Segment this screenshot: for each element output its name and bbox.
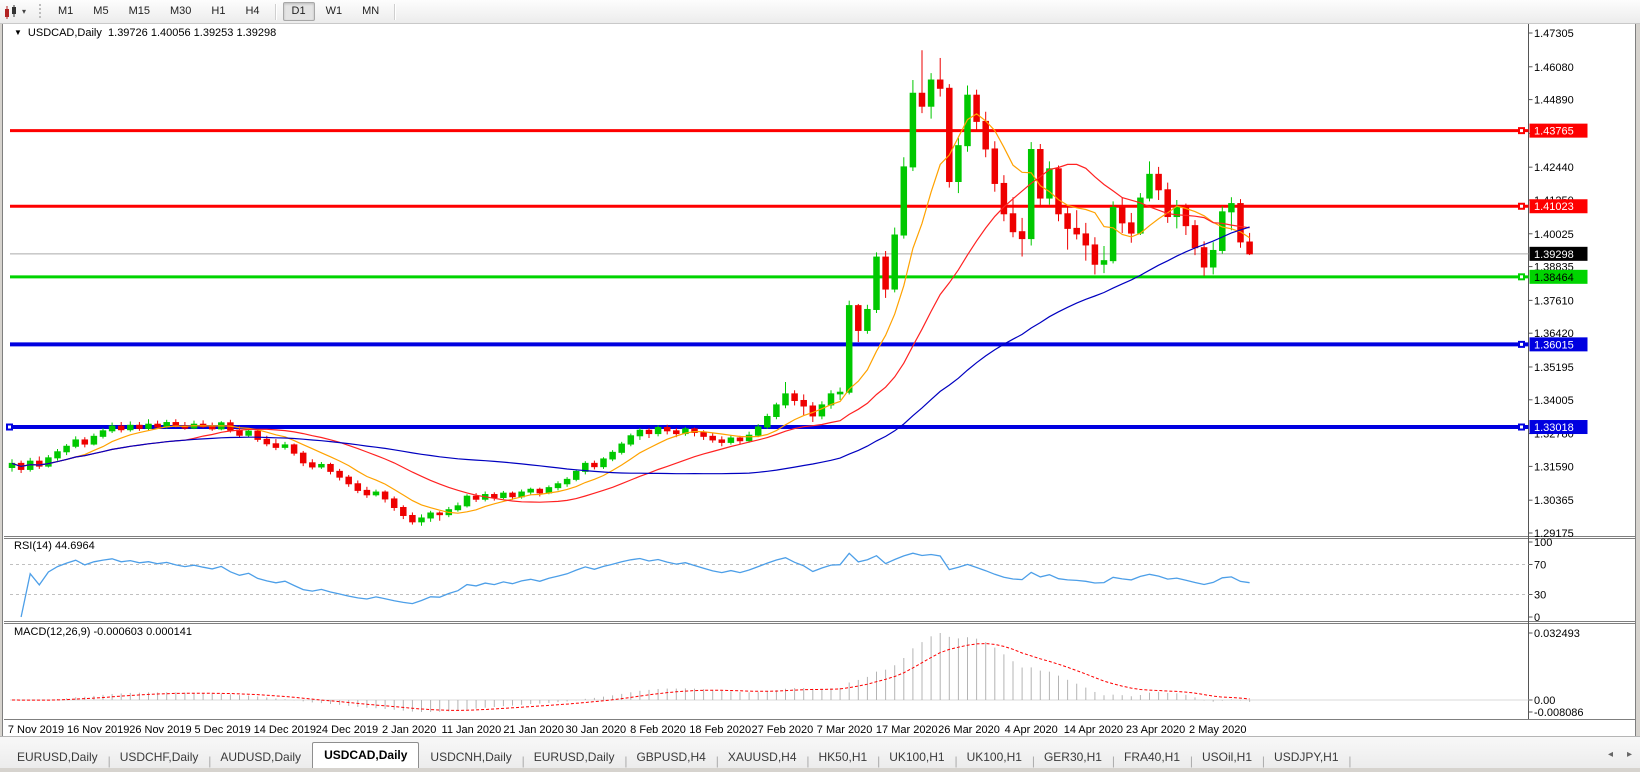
timeframe-button-m15[interactable]: M15 [128, 5, 150, 17]
timeframe-button-h4[interactable]: H4 [245, 5, 260, 17]
chart-ohlc-values: 1.39726 1.40056 1.39253 1.39298 [108, 27, 277, 39]
chart-tab-xauusd-h4[interactable]: XAUUSD,H4 | [717, 746, 810, 768]
chart-tab-bar: EURUSD,Daily|USDCHF,Daily|AUDUSD,Daily|U… [0, 736, 1640, 768]
tab-separator: | [1189, 754, 1194, 768]
chart-tab-usdcnh-daily[interactable]: USDCNH,Daily | [419, 746, 524, 768]
chart-title: ▼ USDCAD,Daily 1.39726 1.40056 1.39253 1.… [14, 27, 276, 39]
chart-window[interactable] [2, 23, 1636, 737]
tab-separator: | [715, 754, 719, 768]
tab-separator: | [877, 754, 881, 768]
chart-tab-uk100-h1[interactable]: UK100,H1 | [956, 746, 1035, 768]
tab-separator: | [954, 754, 958, 768]
toolbar-separator [274, 3, 277, 20]
chart-tab-fra40-h1[interactable]: FRA40,H1 | [1113, 746, 1193, 768]
symbol-dropdown-icon[interactable]: ▼ [14, 28, 22, 37]
toolbar-separator [394, 3, 397, 20]
rsi-indicator-label: RSI(14) 44.6964 [14, 540, 95, 552]
candlestick-chart-icon [5, 4, 16, 19]
timeframe-button-d1[interactable]: D1 [282, 2, 315, 21]
chart-tab-usdchf-daily[interactable]: USDCHF,Daily | [109, 746, 212, 768]
timeframe-button-w1[interactable]: W1 [325, 5, 343, 17]
tab-separator: | [107, 754, 111, 768]
chart-type-icon[interactable]: ▾ [3, 2, 33, 21]
timeframe-button-h1[interactable]: H1 [211, 5, 226, 17]
chart-tab-usoil-h1[interactable]: USOil,H1 | [1191, 746, 1265, 768]
tab-separator: | [1261, 754, 1266, 768]
tab-separator: | [624, 754, 628, 768]
chart-tab-usdcad-daily[interactable]: USDCAD,Daily [312, 742, 420, 768]
chart-tab-audusd-daily[interactable]: AUDUSD,Daily| [209, 746, 314, 768]
chevron-down-icon[interactable]: ▾ [22, 7, 27, 16]
chart-tab-eurusd-daily[interactable]: EURUSD,Daily | [6, 746, 111, 768]
tab-scroll-left-icon[interactable]: ◂ [1607, 749, 1613, 760]
timeframe-button-m5[interactable]: M5 [93, 5, 109, 17]
chart-tab-ger30-h1[interactable]: GER30,H1 | [1033, 746, 1115, 768]
macd-indicator-label: MACD(12,26,9) -0.000603 0.000141 [14, 626, 192, 638]
tab-scroll-right-icon[interactable]: ▸ [1626, 749, 1632, 760]
timeframe-button-m1[interactable]: M1 [58, 5, 74, 17]
tab-separator: | [806, 754, 810, 768]
tab-separator: | [1031, 754, 1035, 768]
chart-tab-usdjpy-h1[interactable]: USDJPY,H1 | [1263, 746, 1351, 768]
tab-separator: | [1348, 754, 1352, 768]
tab-separator: | [521, 754, 525, 768]
chart-symbol-timeframe: USDCAD,Daily [27, 27, 102, 39]
chart-tab-eurusd-daily[interactable]: EURUSD,Daily | [523, 746, 628, 768]
timeframe-button-mn[interactable]: MN [362, 5, 380, 17]
timeframe-toolbar: ▾ M1 M5 M15 M30 H1 H4 D1 W1 MN [0, 0, 1640, 24]
chart-tab-hk50-h1[interactable]: HK50,H1 | [808, 746, 881, 768]
chart-tab-gbpusd-h4[interactable]: GBPUSD,H4 | [625, 746, 718, 768]
tab-separator: | [1111, 754, 1115, 768]
chart-tab-uk100-h1[interactable]: UK100,H1 | [878, 746, 957, 768]
timeframe-button-m30[interactable]: M30 [169, 5, 192, 17]
tab-separator: | [208, 754, 212, 768]
toolbar-grip[interactable] [37, 3, 42, 20]
